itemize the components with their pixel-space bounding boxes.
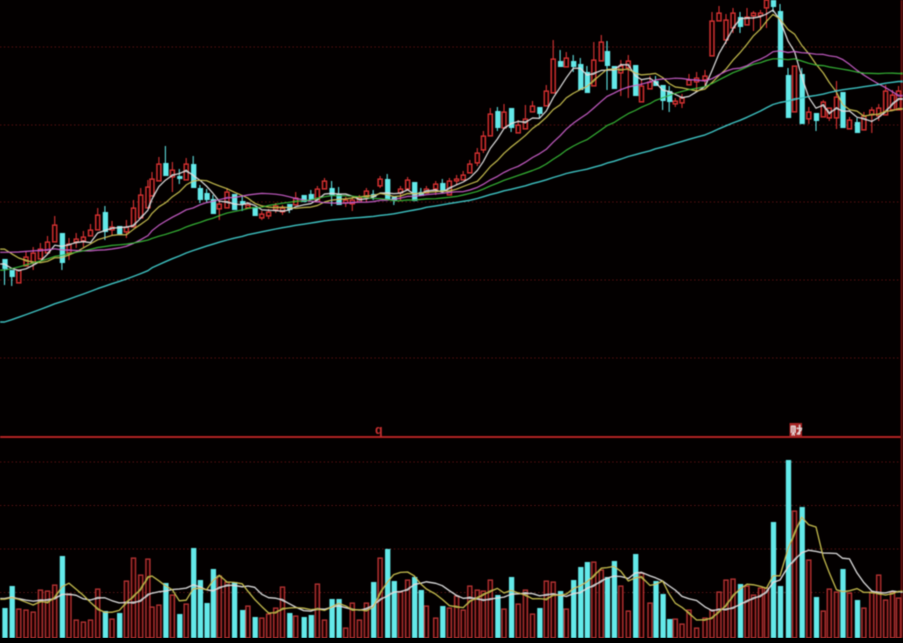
- svg-text:q: q: [375, 423, 383, 437]
